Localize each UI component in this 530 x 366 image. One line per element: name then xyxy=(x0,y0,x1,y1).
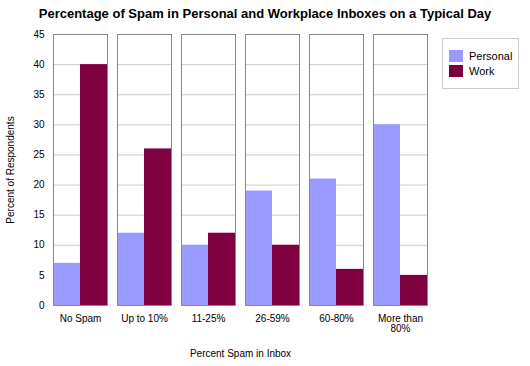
html-text:Personal: Personal xyxy=(469,50,513,63)
svg-text:10: 10 xyxy=(33,240,45,251)
svg-text:20: 20 xyxy=(33,180,45,191)
svg-text:25: 25 xyxy=(33,149,45,160)
svg-text:30: 30 xyxy=(33,119,45,130)
svg-text:26-59%: 26-59% xyxy=(255,313,290,324)
svg-text:0: 0 xyxy=(39,300,45,311)
svg-text:No Spam: No Spam xyxy=(60,313,102,324)
svg-text:45: 45 xyxy=(33,29,45,40)
html-text:Percentage of Spam in Personal: Percentage of Spam in Personal and Workp… xyxy=(38,6,492,21)
svg-text:11-25%: 11-25% xyxy=(192,313,226,324)
svg-text:Percent of Respondents: Percent of Respondents xyxy=(5,117,16,224)
svg-text:5: 5 xyxy=(39,270,45,281)
svg-text:More than80%: More than80% xyxy=(378,313,423,334)
svg-text:35: 35 xyxy=(33,89,45,100)
svg-text:40: 40 xyxy=(33,59,45,70)
html-text:Work: Work xyxy=(469,65,495,78)
svg-text:Percent Spam in Inbox: Percent Spam in Inbox xyxy=(190,348,291,359)
svg-text:15: 15 xyxy=(33,210,45,221)
svg-text:Up to 10%: Up to 10% xyxy=(121,313,168,324)
svg-text:60-80%: 60-80% xyxy=(319,313,354,324)
